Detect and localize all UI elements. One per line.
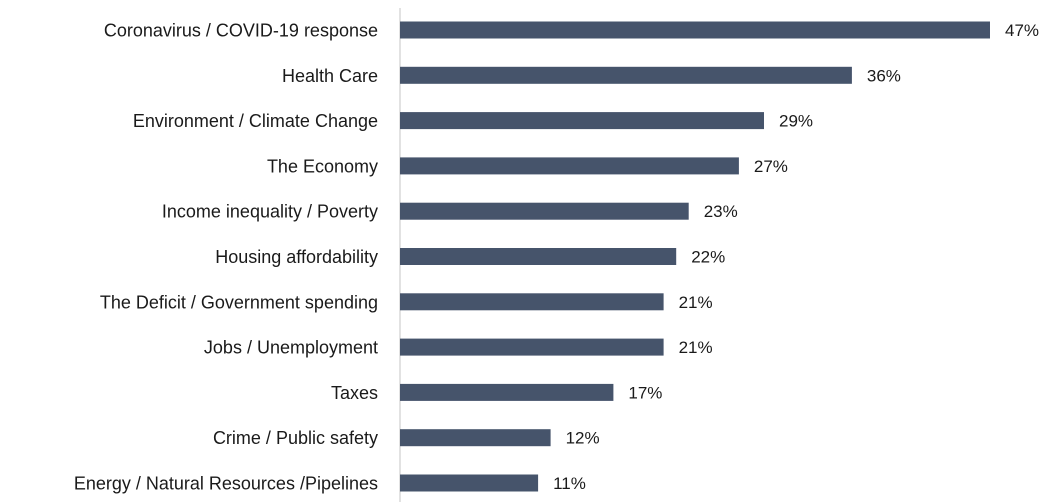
value-label: 21% — [679, 338, 713, 357]
bar — [400, 66, 852, 84]
value-labels-layer: 47% 36% 29% 27% 23% 22% 21% 21% 17% 12% 11% — [553, 21, 1039, 493]
value-label: 21% — [679, 293, 713, 312]
value-label: 47% — [1005, 21, 1039, 40]
category-label: The Deficit / Government spending — [100, 292, 378, 312]
value-label: 27% — [754, 157, 788, 176]
bars-layer — [400, 21, 990, 492]
bar — [400, 202, 689, 220]
category-label: Environment / Climate Change — [133, 111, 378, 131]
bar — [400, 338, 664, 356]
value-label: 23% — [704, 202, 738, 221]
bar — [400, 474, 539, 492]
category-label: Health Care — [282, 66, 378, 86]
bar — [400, 293, 664, 311]
category-label: Taxes — [331, 383, 378, 403]
value-label: 29% — [779, 112, 813, 131]
bar — [400, 112, 764, 130]
category-label: The Economy — [267, 156, 378, 176]
value-label: 36% — [867, 66, 901, 85]
bar — [400, 248, 677, 265]
category-label: Income inequality / Poverty — [162, 202, 378, 222]
category-label: Energy / Natural Resources /Pipelines — [74, 474, 378, 494]
category-labels-layer: Coronavirus / COVID-19 response Health Ca… — [74, 21, 378, 494]
value-label: 22% — [691, 248, 725, 267]
bar — [400, 383, 614, 401]
value-label: 11% — [553, 474, 586, 493]
category-label: Coronavirus / COVID-19 response — [104, 21, 378, 41]
category-label: Jobs / Unemployment — [204, 338, 378, 358]
bar — [400, 21, 990, 39]
value-label: 12% — [566, 429, 600, 448]
category-label: Housing affordability — [215, 247, 378, 267]
value-label: 17% — [628, 383, 662, 402]
category-label: Crime / Public safety — [213, 428, 378, 448]
bar — [400, 157, 739, 175]
bar — [400, 429, 551, 447]
